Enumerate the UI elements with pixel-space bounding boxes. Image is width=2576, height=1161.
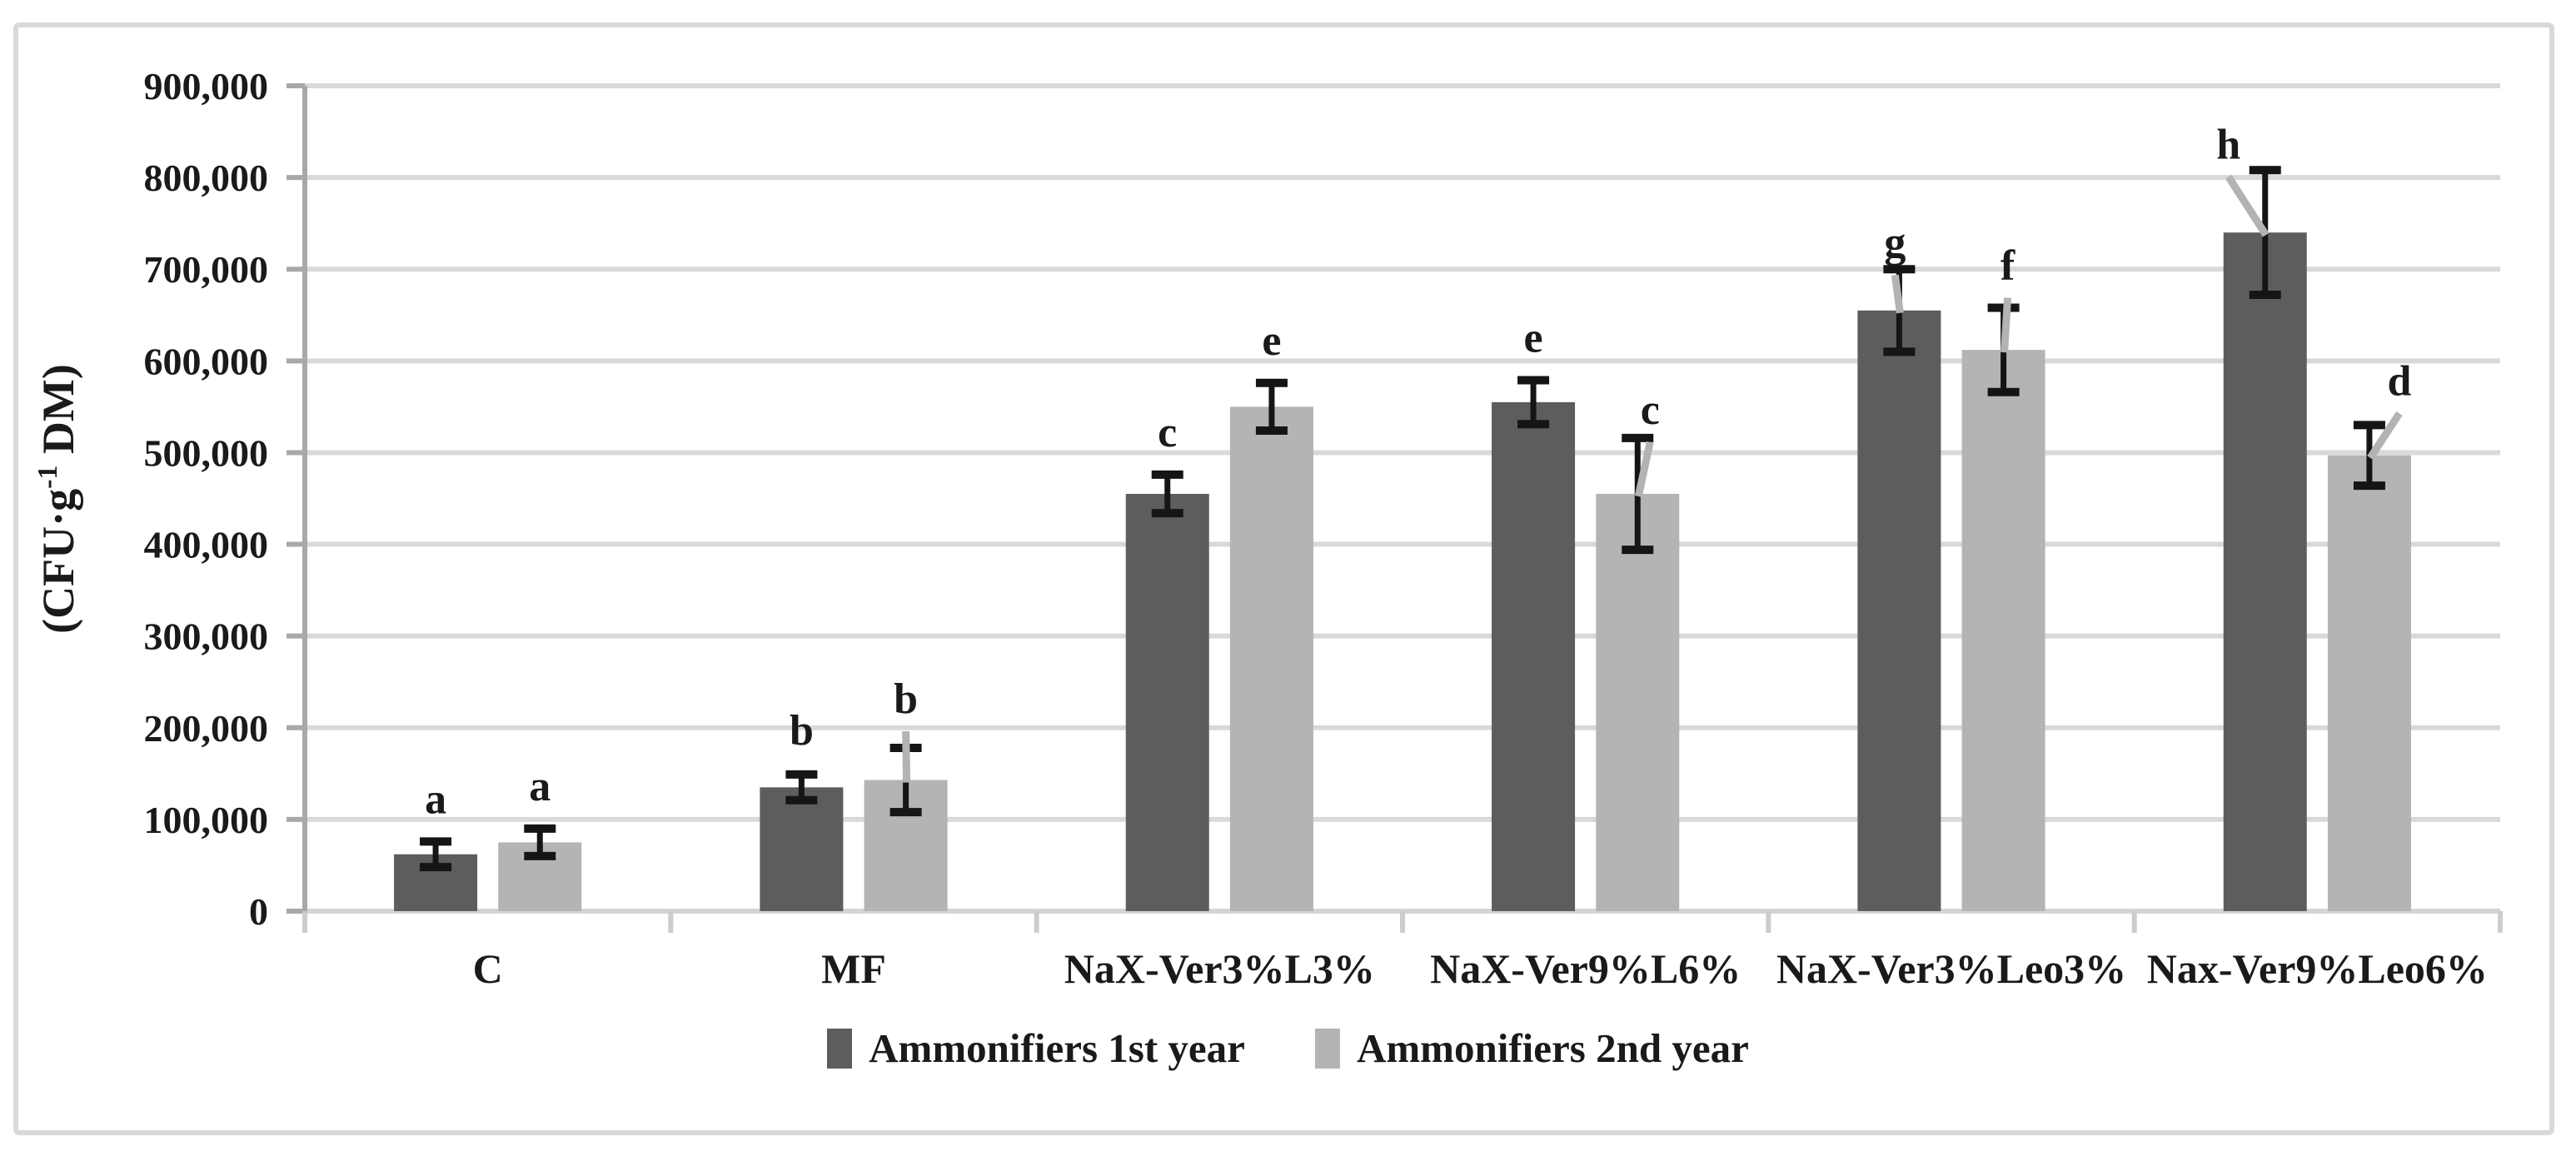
leader-line xyxy=(902,730,911,783)
leader-line xyxy=(1634,441,1654,497)
leader-line xyxy=(1891,274,1904,314)
legend-item-1st-year: Ammonifiers 1st year xyxy=(827,1024,1245,1072)
chart-legend: Ammonifiers 1st year Ammonifiers 2nd yea… xyxy=(0,1024,2576,1072)
bar xyxy=(2223,232,2307,912)
y-tick-label: 700,000 xyxy=(144,248,269,291)
category-label: NaX-Ver3%Leo3% xyxy=(1776,945,2126,992)
legend-item-2nd-year: Ammonifiers 2nd year xyxy=(1314,1024,1749,1072)
significance-letter: f xyxy=(2001,242,2015,289)
leader-line xyxy=(2225,174,2270,237)
bar xyxy=(1961,350,2045,911)
bar xyxy=(1492,401,1576,912)
significance-letter: b xyxy=(894,675,918,723)
y-tick-label: 300,000 xyxy=(144,615,269,658)
y-tick-label: 900,000 xyxy=(144,65,269,107)
legend-swatch-2nd-year xyxy=(1314,1028,1340,1069)
category-label: NaX-Ver3%L3% xyxy=(1064,945,1375,992)
y-tick-label: 100,000 xyxy=(144,799,269,841)
category-label: NaX-Ver9%L6% xyxy=(1430,945,1741,992)
significance-letter: a xyxy=(425,775,446,823)
significance-letter: c xyxy=(1158,409,1177,456)
bar xyxy=(1125,493,1209,911)
bar xyxy=(2327,455,2411,911)
bar xyxy=(1229,406,1313,911)
y-axis-title: (CFU·g-1 DM) xyxy=(32,364,83,634)
y-tick-label: 600,000 xyxy=(144,340,269,382)
category-label: MF xyxy=(821,945,886,992)
bar xyxy=(760,787,844,911)
leader-line xyxy=(2001,297,2012,353)
significance-letter: g xyxy=(1884,219,1906,267)
y-tick-label: 500,000 xyxy=(144,431,269,474)
significance-letter: b xyxy=(790,707,814,755)
legend-swatch-1st-year xyxy=(827,1028,853,1069)
significance-letter: e xyxy=(1524,314,1543,361)
significance-letter: h xyxy=(2216,121,2240,168)
legend-label-2nd-year: Ammonifiers 2nd year xyxy=(1356,1025,1749,1071)
figure-border xyxy=(13,22,2554,1135)
legend-label-1st-year: Ammonifiers 1st year xyxy=(869,1025,1245,1071)
category-label: C xyxy=(473,945,503,992)
y-tick-label: 800,000 xyxy=(144,157,269,199)
y-tick-label: 400,000 xyxy=(144,524,269,566)
significance-letter: a xyxy=(529,763,551,810)
bar xyxy=(1596,493,1680,911)
significance-letter: e xyxy=(1262,317,1281,365)
y-tick-label: 200,000 xyxy=(144,707,269,750)
category-label: Nax-Ver9%Leo6% xyxy=(2147,945,2488,992)
bar xyxy=(1857,310,1941,911)
significance-letter: d xyxy=(2387,357,2411,405)
leader-line xyxy=(2367,411,2403,461)
y-tick-label: 0 xyxy=(249,890,268,933)
significance-letter: c xyxy=(1641,386,1660,434)
